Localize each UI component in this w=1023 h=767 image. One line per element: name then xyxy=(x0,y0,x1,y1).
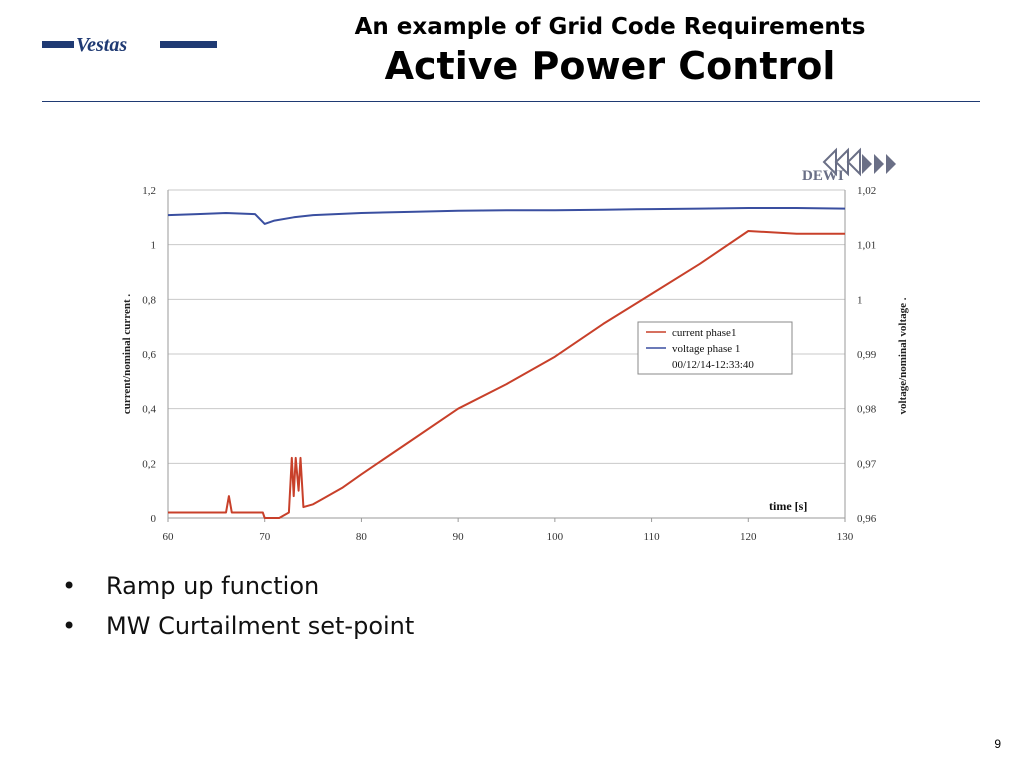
y-tick-label-left: 1 xyxy=(151,240,157,252)
y-tick-label-left: 1,2 xyxy=(142,185,156,197)
slide-subtitle: An example of Grid Code Requirements xyxy=(354,14,866,40)
header-divider xyxy=(42,101,980,102)
y-tick-label-right: 0,97 xyxy=(857,458,877,470)
bullet-text: MW Curtailment set-point xyxy=(106,612,415,640)
bullet-list: • Ramp up function • MW Curtailment set-po… xyxy=(62,566,414,646)
bullet-item: • Ramp up function xyxy=(62,566,414,606)
dewi-logo: DEWI xyxy=(802,147,896,184)
line-chart: 0 0,2 0,4 0,6 0,8 1 1,2 0,96 0,97 0,98 0,99 1 1,01 1,… xyxy=(121,147,909,543)
chart-legend: current phase1 voltage phase 1 00/12/14-… xyxy=(637,321,793,375)
x-tick-label: 120 xyxy=(740,531,757,543)
dewi-logo-text: DEWI xyxy=(802,168,844,184)
page-number: 9 xyxy=(994,737,1001,751)
y-tick-label-right: 1 xyxy=(857,294,863,306)
x-tick-label: 70 xyxy=(259,531,271,543)
slide-title: Active Power Control xyxy=(384,44,836,88)
y-tick-label-left: 0,6 xyxy=(142,349,156,361)
bullet-item: • MW Curtailment set-point xyxy=(62,606,414,646)
x-tick-label: 80 xyxy=(356,531,368,543)
x-axis-label: time [s] xyxy=(769,499,807,513)
y-tick-label-right: 0,99 xyxy=(857,349,877,361)
x-tick-label: 90 xyxy=(453,531,465,543)
legend-timestamp: 00/12/14-12:33:40 xyxy=(672,359,754,371)
axis-layer: 0 0,2 0,4 0,6 0,8 1 1,2 0,96 0,97 0,98 0,99 1 1,01 1,… xyxy=(142,185,877,543)
y-tick-label-left: 0 xyxy=(151,513,157,525)
y-axis-label-right: voltage/nominal voltage . xyxy=(897,297,909,414)
y-tick-label-left: 0,8 xyxy=(142,294,156,306)
series-line-voltage xyxy=(167,207,846,225)
grid-layer xyxy=(168,189,845,519)
y-tick-label-right: 1,02 xyxy=(857,185,876,197)
chart-container: 0 0,2 0,4 0,6 0,8 1 1,2 0,96 0,97 0,98 0,99 1 1,01 1,… xyxy=(110,128,920,558)
x-tick-label: 130 xyxy=(837,531,854,543)
bullet-text: Ramp up function xyxy=(106,572,320,600)
y-tick-label-right: 0,96 xyxy=(857,513,877,525)
legend-label-current: current phase1 xyxy=(672,327,736,339)
vestas-logo-text: Vestas xyxy=(76,34,127,55)
bullet-dot: • xyxy=(62,572,77,600)
y-axis-label-left: current/nominal current . xyxy=(121,294,133,415)
y-tick-label-left: 0,2 xyxy=(142,458,156,470)
vestas-logo: Vestas xyxy=(42,34,217,55)
x-tick-label: 110 xyxy=(644,531,661,543)
y-tick-label-right: 0,98 xyxy=(857,404,877,416)
x-tick-label: 100 xyxy=(547,531,564,543)
series-line-current xyxy=(168,230,845,519)
y-tick-label-left: 0,4 xyxy=(142,404,156,416)
x-tick-label: 60 xyxy=(163,531,175,543)
bullet-dot: • xyxy=(62,612,77,640)
legend-label-voltage: voltage phase 1 xyxy=(672,343,740,355)
y-tick-label-right: 1,01 xyxy=(857,240,876,252)
series-layer xyxy=(167,207,846,519)
